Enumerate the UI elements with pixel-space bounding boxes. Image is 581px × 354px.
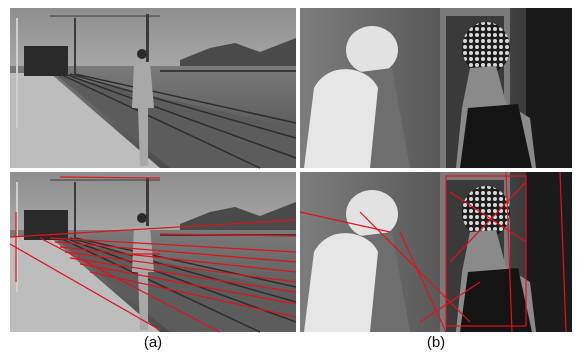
figure: (a) (b) — [0, 0, 581, 354]
photo-b-lines — [300, 172, 572, 332]
caption: (b) — [427, 334, 445, 351]
photo-a-lines — [10, 172, 296, 332]
photo-a-original — [10, 8, 296, 168]
photo-b-original — [300, 8, 572, 168]
caption: (a) — [144, 334, 162, 351]
